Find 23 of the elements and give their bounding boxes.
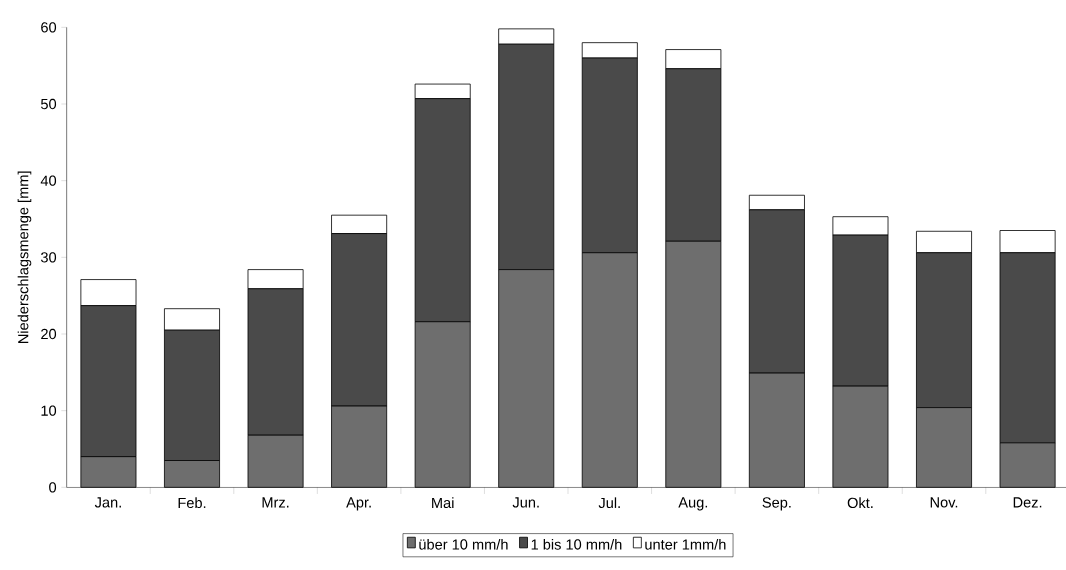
x-tick-label: Jan.: [94, 497, 121, 508]
x-tick-label: Dez.: [1013, 497, 1042, 508]
x-tick-label: Sep.: [762, 497, 791, 511]
x-tick-label: Aug.: [678, 497, 708, 511]
y-tick-label: 50: [40, 98, 57, 110]
y-tick-label: 30: [40, 252, 57, 263]
y-axis-title: Niederschlagsmenge [mm]: [17, 171, 32, 344]
x-tick-label: Okt.: [847, 497, 873, 509]
x-tick-label: Mai: [432, 497, 454, 509]
y-tick-label: 40: [40, 175, 57, 186]
x-tick-label: Jun.: [512, 497, 539, 508]
x-tick-label: Apr.: [346, 497, 371, 511]
y-tick-label: 20: [41, 328, 57, 340]
x-tick-label: Mrz.: [262, 497, 289, 508]
y-tick-label: 0: [49, 482, 57, 493]
legend-label: über 10 mm/h: [419, 538, 508, 550]
y-tick-label: 60: [41, 22, 57, 33]
y-tick-label: 10: [41, 405, 57, 416]
x-tick-label: Nov.: [930, 497, 958, 508]
legend-label: 1 bis 10 mm/h: [531, 538, 622, 550]
x-tick-label: Jul.: [598, 497, 620, 509]
legend-label: unter 1mm/h: [645, 538, 726, 550]
x-tick-label: Feb.: [178, 497, 206, 509]
